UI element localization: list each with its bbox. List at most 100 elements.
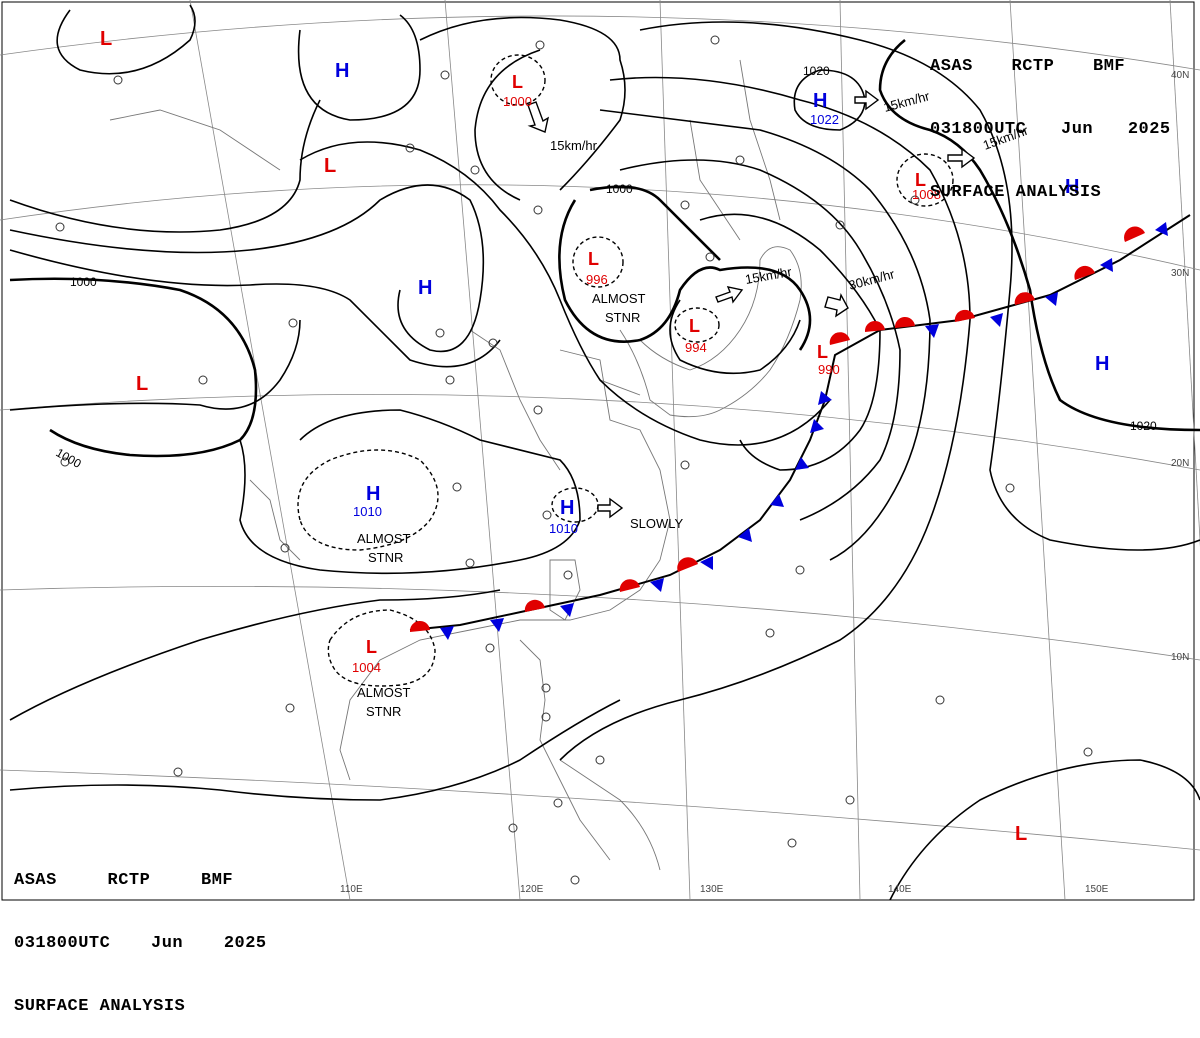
warm-front-symbols [409,226,1145,632]
dashed-isobar [572,236,624,288]
note-text: ALMOST [357,531,411,546]
low-center-symbol: L [817,342,828,362]
low-center-pressure: 1000 [503,94,532,109]
isobar [9,99,321,233]
dashed-isobar [297,449,439,551]
lon-label-120e: 120E [520,884,544,895]
isobar [559,76,971,761]
lat-label-20n: 20N [1171,458,1189,469]
note-text: STNR [368,550,403,565]
lat-labels: 40N 30N 20N 10N [1171,70,1189,663]
isobar [297,14,421,121]
motion-arrow [527,101,550,133]
isobars [9,4,1200,901]
low-symbol: L [324,155,336,177]
isobar-label: 1020 [1130,419,1157,433]
isobar [878,38,1200,432]
high-center-pressure: 1010 [549,521,578,536]
lon-label-110e: 110E [340,884,363,895]
isobar [669,299,801,375]
low-center-pressure: 990 [818,362,840,377]
note-text: STNR [366,704,401,719]
isobar [793,69,866,131]
header-product: SURFACE ANALYSIS [14,997,186,1016]
high-center-pressure: 1010 [353,504,382,519]
low-symbol: L [1015,823,1027,845]
motion-arrow [824,292,849,318]
header-product: SURFACE ANALYSIS [930,183,1102,202]
isobar [558,199,812,351]
isobar-label: 1000 [70,275,97,289]
bare-highs: H H H H [335,60,1109,375]
lon-label-140e: 140E [888,884,912,895]
high-centers: H 1022 H 1010 H 1010 [353,90,839,536]
graticule [0,0,1200,901]
low-symbol: L [100,28,112,50]
isobar-label: 1000 [606,182,633,196]
bare-lows: L L L L L [100,28,1027,845]
header-block-bottom: ASAS RCTP BMF 031800UTC Jun 2025 SURFACE… [14,828,267,1038]
dashed-isobar [490,54,546,106]
low-center-symbol: L [915,170,926,190]
low-center-pressure: 1004 [352,660,381,675]
high-symbol: H [335,60,349,82]
low-center-symbol: L [588,249,599,269]
stationary-notes: ALMOST STNR ALMOST STNR ALMOST STNR [357,291,646,719]
isobar [9,277,258,458]
low-center-symbol: L [512,72,523,92]
motion-arrow [597,497,624,519]
note-text: STNR [605,310,640,325]
isobar [239,409,581,575]
lon-label-150e: 150E [1085,884,1109,895]
motion-arrow [947,147,976,169]
isobar [419,16,626,191]
motion-arrow [715,286,744,304]
low-symbol: L [136,373,148,395]
isobar [299,141,831,446]
lon-label-130e: 130E [700,884,724,895]
note-text: ALMOST [357,685,411,700]
lon-labels: 110E 120E 130E 140E 150E [340,884,1109,895]
low-center-pressure: 1008 [912,187,941,202]
high-center-symbol: H [813,90,827,112]
isobar [9,249,501,368]
header-station: ASAS RCTP BMF [930,57,1126,76]
note-text: ALMOST [592,291,646,306]
dashed-isobar [327,609,436,687]
isobar [9,589,501,721]
header-block-top: ASAS RCTP BMF 031800UTC Jun 2025 SURFACE… [930,14,1171,224]
dashed-isobar [674,307,720,343]
isobar [599,109,931,561]
low-center-symbol: L [689,316,700,336]
isobar [589,185,721,261]
lat-label-40n: 40N [1171,70,1189,81]
low-center-symbol: L [366,637,377,657]
isobar [9,319,301,411]
motion-label: 15km/hr [550,138,598,153]
high-center-symbol: H [366,483,380,505]
header-station: ASAS RCTP BMF [14,871,234,890]
motion-label: SLOWLY [630,516,684,531]
high-symbol: H [418,277,432,299]
header-datetime: 031800UTC Jun 2025 [14,934,267,953]
high-center-pressure: 1022 [810,112,839,127]
map-frame [1,1,1195,901]
station-markers [55,35,1093,885]
motion-arrows [527,89,976,519]
high-center-symbol: H [560,497,574,519]
dashed-isobar [896,153,954,207]
isobar [9,699,621,801]
cold-front-symbols [440,222,1168,640]
isobar [9,184,485,353]
high-symbol: H [1065,176,1079,198]
isobar [56,4,196,75]
isobar [639,21,1200,551]
surface-analysis-map: 40N 30N 20N 10N 110E 120E 130E 140E 150E… [0,0,1200,901]
isobar [619,159,901,521]
high-symbol: H [1095,353,1109,375]
low-centers: L 1000 L 996 L 994 L 990 L 1008 L 1004 [352,72,941,675]
isobar-label: 1020 [803,64,830,78]
isobar [889,759,1200,901]
low-center-pressure: 994 [685,340,707,355]
coastlines [109,59,802,871]
